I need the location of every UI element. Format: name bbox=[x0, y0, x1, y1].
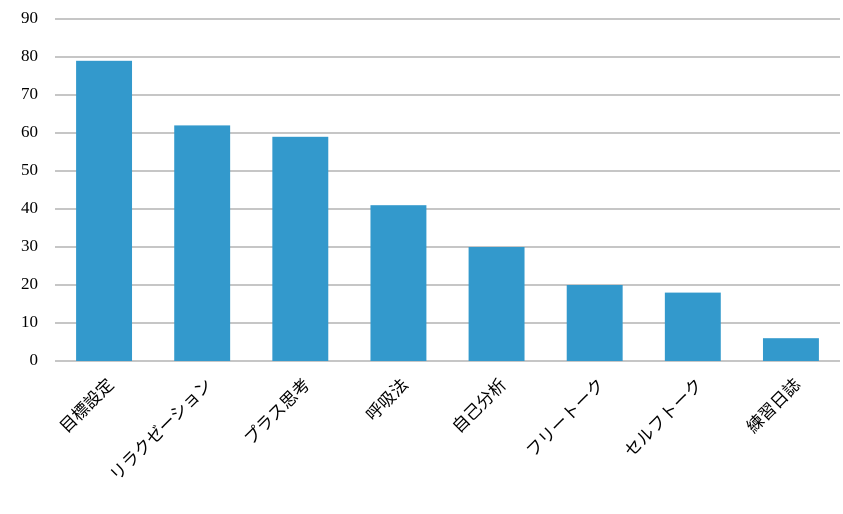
y-tick-label: 50 bbox=[21, 160, 38, 179]
y-tick-label: 90 bbox=[21, 8, 38, 27]
bar bbox=[762, 338, 819, 361]
bar bbox=[174, 125, 231, 362]
y-tick-label: 40 bbox=[21, 198, 38, 217]
x-tick-label: 呼吸法 bbox=[363, 375, 412, 424]
y-tick-label: 0 bbox=[30, 350, 39, 369]
x-tick-label: リラクゼーション bbox=[106, 375, 215, 484]
bar bbox=[370, 205, 427, 361]
y-tick-label: 20 bbox=[21, 274, 38, 293]
x-tick-label: フリートーク bbox=[523, 375, 609, 461]
bar bbox=[664, 292, 721, 361]
y-tick-label: 80 bbox=[21, 46, 38, 65]
x-tick-label: 自己分析 bbox=[449, 375, 511, 437]
x-tick-label: プラス思考 bbox=[241, 375, 314, 448]
bar bbox=[272, 136, 329, 361]
x-tick-label: セルフトーク bbox=[621, 375, 707, 461]
bar bbox=[468, 247, 525, 361]
y-tick-label: 70 bbox=[21, 84, 38, 103]
y-tick-label: 30 bbox=[21, 236, 38, 255]
bar bbox=[76, 60, 133, 362]
y-tick-label: 10 bbox=[21, 312, 38, 331]
x-tick-label: 目標設定 bbox=[56, 375, 118, 437]
bar bbox=[566, 285, 623, 361]
y-tick-label: 60 bbox=[21, 122, 38, 141]
x-tick-label: 練習日誌 bbox=[743, 375, 805, 437]
